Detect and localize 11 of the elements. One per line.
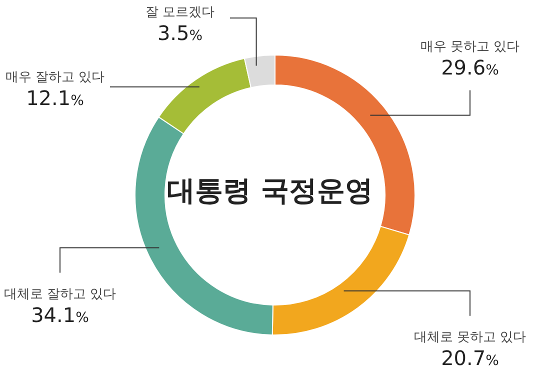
slice-label: 대체로 잘하고 있다 bbox=[4, 286, 116, 302]
data-label: 29.6% bbox=[441, 55, 499, 80]
slice-label: 대체로 못하고 있다 bbox=[414, 330, 526, 345]
slice-label: 잘 모르겠다 bbox=[145, 5, 215, 20]
slice-label: 매우 잘하고 있다 bbox=[5, 70, 105, 85]
data-label: 12.1% bbox=[26, 86, 84, 110]
data-label: 34.1% bbox=[31, 302, 89, 327]
slice-label: 매우 못하고 있다 bbox=[420, 39, 520, 54]
data-label: 20.7% bbox=[441, 346, 499, 370]
text: 대통령 국정운영 bbox=[167, 174, 373, 207]
data-label: 3.5% bbox=[157, 21, 203, 45]
